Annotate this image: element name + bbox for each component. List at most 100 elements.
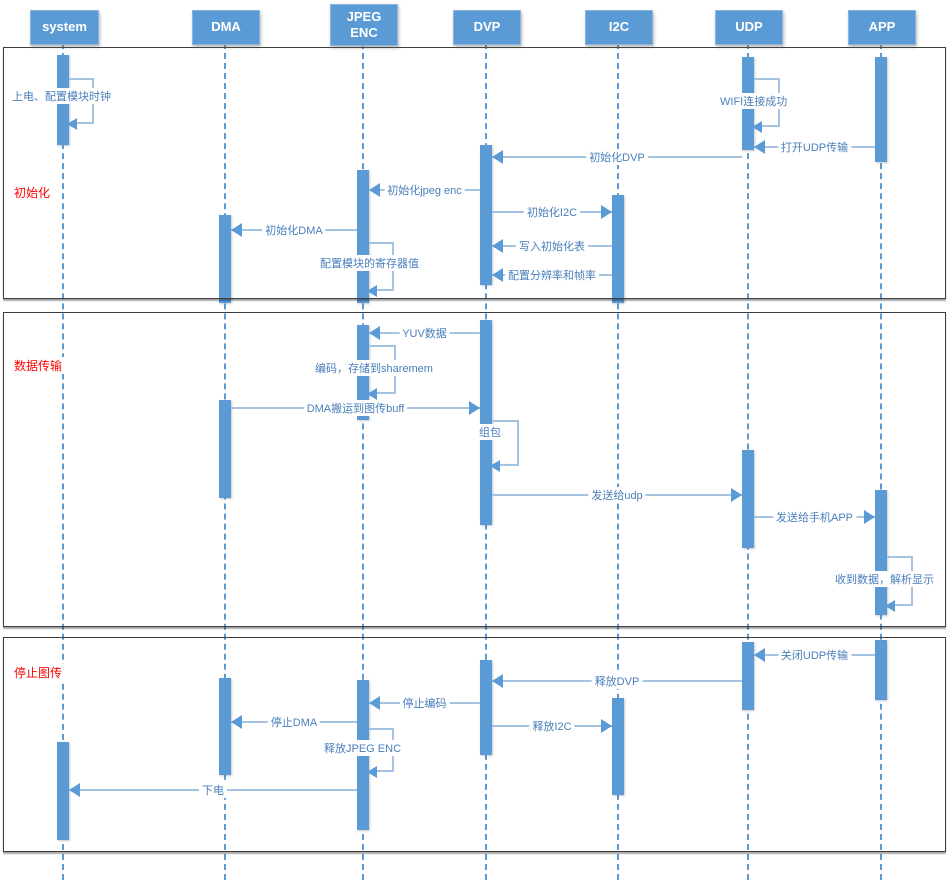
participant-i2c: I2C [585,10,653,45]
phase-label-init: 初始化 [12,184,53,201]
message-label: 初始化I2C [523,204,581,220]
message-label: 释放I2C [529,718,575,734]
participant-label: DVP [473,19,501,35]
arrowhead [69,783,80,797]
lifeline-app [880,43,882,880]
participant-label: UDP [735,19,763,35]
activation-system-stop [57,742,69,840]
arrowhead [754,140,765,154]
activation-udp-stop [742,642,754,710]
activation-app-stop [875,640,887,700]
arrowhead [731,488,742,502]
arrowhead [601,719,612,733]
activation-dma-init [219,215,231,303]
message-label: 配置分辨率和帧率 [505,267,599,283]
message-label: 初始化jpeg enc [384,182,465,198]
message-send-to-udp: 发送给udp [492,487,742,503]
lifeline-jpeg-enc [362,43,364,880]
arrowhead [885,600,895,612]
arrowhead [369,326,380,340]
message-init-i2c: 初始化I2C [492,204,612,220]
message-label: 初始化DVP [586,149,648,165]
activation-dvp-data [480,320,492,525]
message-label: 停止DMA [267,714,321,730]
self-message-packetize-label: 组包 [477,424,503,440]
message-init-jpeg-enc: 初始化jpeg enc [369,182,480,198]
message-label: 释放DVP [591,673,643,689]
message-label: 停止编码 [399,695,450,711]
self-message-config-registers-label: 配置模块的寄存器值 [318,255,421,271]
arrowhead [67,118,77,130]
message-config-resolution: 配置分辨率和帧率 [492,267,612,283]
arrowhead [369,696,380,710]
self-message-encode-store-label: 编码，存储到sharemem [313,360,435,376]
message-close-udp: 关闭UDP传输 [754,647,875,663]
arrowhead [754,648,765,662]
participant-label: JPEG ENC [346,8,382,40]
self-message-release-jpeg-enc-label: 释放JPEG ENC [322,740,404,756]
lifeline-system [62,43,64,880]
arrowhead [492,150,503,164]
message-send-to-phone-app: 发送给手机APP [754,509,875,525]
activation-i2c-init [612,195,624,303]
message-stop-dma: 停止DMA [231,714,357,730]
arrowhead [492,268,503,282]
phase-frame-stop [3,637,946,852]
arrowhead [367,766,377,778]
participant-jpeg-enc: JPEG ENC [330,4,398,46]
activation-dma-stop [219,678,231,775]
activation-udp-data [742,450,754,548]
message-open-udp: 打开UDP传输 [754,139,875,155]
arrowhead [469,401,480,415]
participant-system: system [30,10,99,45]
arrowhead [231,223,242,237]
phase-frame-data [3,312,946,627]
self-message-receive-parse-label: 收到数据，解析显示 [833,571,936,587]
message-dma-move-buff: DMA搬运到图传buff [231,400,480,416]
message-power-off: 下电 [69,782,357,798]
participant-label: APP [868,19,896,35]
self-message-packetize [490,420,519,472]
participant-label: I2C [608,19,630,35]
participant-udp: UDP [715,10,783,45]
arrowhead [492,674,503,688]
message-init-dvp: 初始化DVP [492,149,742,165]
self-message-wifi-ok-label: WIFI连接成功 [718,93,790,109]
arrowhead [367,388,377,400]
arrowhead [601,205,612,219]
message-label: YUV数据 [399,325,450,341]
message-label: 写入初始化表 [516,238,588,254]
activation-app-init [875,57,887,162]
activation-dvp-init [480,145,492,285]
message-label: 发送给手机APP [772,509,857,525]
message-label: 发送给udp [588,487,646,503]
arrowhead [864,510,875,524]
participant-label: system [42,19,87,35]
message-label: 打开UDP传输 [777,139,852,155]
arrowhead [490,460,500,472]
arrowhead [752,121,762,133]
message-yuv-data: YUV数据 [369,325,480,341]
message-label: DMA搬运到图传buff [303,400,408,416]
phase-frame-init [3,47,946,299]
message-release-dvp: 释放DVP [492,673,742,689]
message-label: 下电 [199,782,227,798]
participant-dma: DMA [192,10,260,45]
message-release-i2c: 释放I2C [492,718,612,734]
activation-dma-data [219,400,231,498]
arrowhead [367,285,377,297]
self-message-power-on-label: 上电、配置模块时钟 [10,88,113,104]
arrowhead [369,183,380,197]
message-write-init-table: 写入初始化表 [492,238,612,254]
arrowhead [492,239,503,253]
phase-label-data: 数据传输 [12,357,65,374]
message-init-dma: 初始化DMA [231,222,357,238]
activation-i2c-stop [612,698,624,795]
message-label: 关闭UDP传输 [777,647,852,663]
activation-dvp-stop [480,660,492,755]
participant-dvp: DVP [453,10,521,45]
arrowhead [231,715,242,729]
participant-label: DMA [211,19,241,35]
phase-label-stop: 停止图传 [12,664,65,681]
